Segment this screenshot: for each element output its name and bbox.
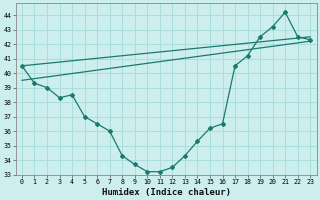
X-axis label: Humidex (Indice chaleur): Humidex (Indice chaleur) <box>101 188 231 197</box>
